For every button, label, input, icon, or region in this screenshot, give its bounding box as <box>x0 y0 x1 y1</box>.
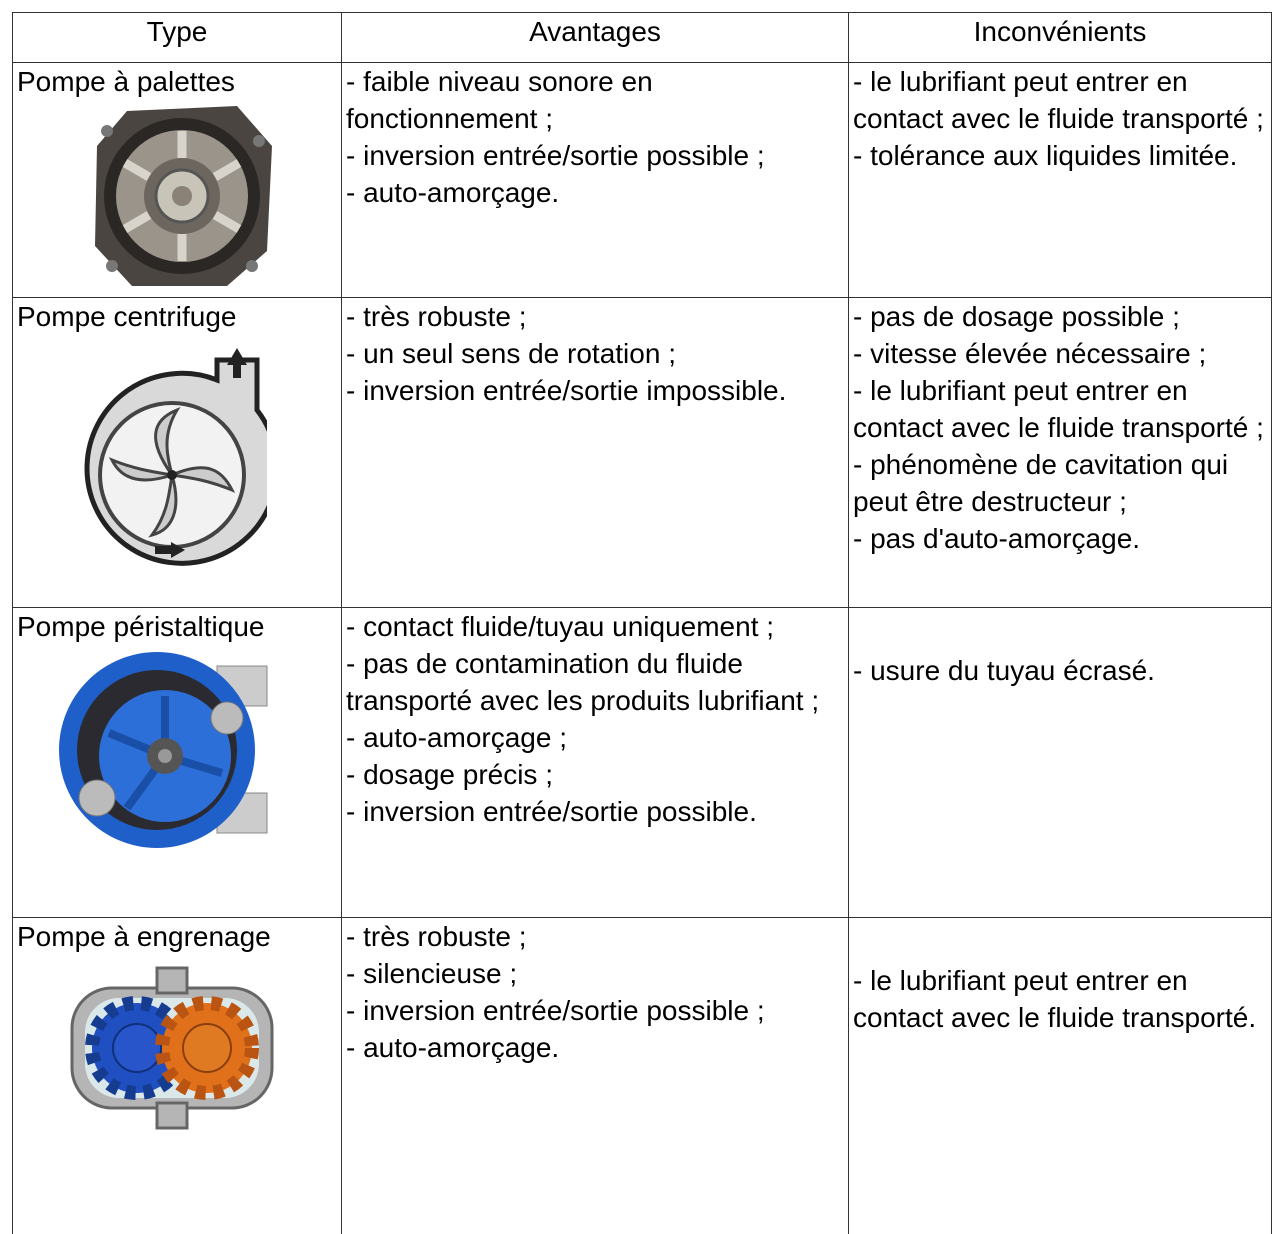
drawbacks-cell: - usure du tuyau écrasé. <box>849 608 1272 918</box>
type-cell: Pompe à engrenage <box>13 918 342 1234</box>
type-label: Pompe à engrenage <box>17 918 339 955</box>
peristaltic-pump-image <box>57 648 287 853</box>
type-cell: Pompe péristaltique <box>13 608 342 918</box>
drawback-item: - vitesse élevée nécessaire ; <box>853 335 1269 372</box>
advantage-item: - dosage précis ; <box>346 756 846 793</box>
advantage-item: - inversion entrée/sortie impossible. <box>346 372 846 409</box>
page: Type Avantages Inconvénients Pompe à pal… <box>0 0 1273 1190</box>
drawback-item: - le lubrifiant peut entrer en contact a… <box>853 962 1269 1036</box>
advantage-item: - auto-amorçage ; <box>346 719 846 756</box>
gear-pump-image <box>67 963 287 1133</box>
advantage-item: - inversion entrée/sortie possible. <box>346 793 846 830</box>
header-cell: Type <box>13 13 342 63</box>
advantages-cell: - très robuste ; - silencieuse ; - inver… <box>342 918 849 1234</box>
advantage-item: - faible niveau sonore en fonctionnement… <box>346 63 846 137</box>
advantage-item: - inversion entrée/sortie possible ; <box>346 992 846 1029</box>
advantage-item: - auto-amorçage. <box>346 1029 846 1066</box>
pump-table: Type Avantages Inconvénients Pompe à pal… <box>12 12 1272 1234</box>
advantages-cell: - très robuste ; - un seul sens de rotat… <box>342 298 849 608</box>
type-label: Pompe centrifuge <box>17 298 339 335</box>
header-cell: Inconvénients <box>849 13 1272 63</box>
centrifugal-pump-image <box>67 340 267 570</box>
header-cell: Avantages <box>342 13 849 63</box>
advantages-cell: - contact fluide/tuyau uniquement ; - pa… <box>342 608 849 918</box>
type-cell: Pompe à palettes <box>13 63 342 298</box>
drawbacks-cell: - pas de dosage possible ; - vitesse éle… <box>849 298 1272 608</box>
advantages-cell: - faible niveau sonore en fonctionnement… <box>342 63 849 298</box>
advantage-item: - silencieuse ; <box>346 955 846 992</box>
drawback-item: - le lubrifiant peut entrer en contact a… <box>853 63 1269 137</box>
drawback-item: - pas d'auto-amorçage. <box>853 520 1269 557</box>
row: Pompe à palettes - faible niveau sonore … <box>13 63 1272 298</box>
row: Pompe centrifuge - très robuste ; - un s… <box>13 298 1272 608</box>
advantage-item: - très robuste ; <box>346 918 846 955</box>
advantage-item: - pas de contamination du fluide transpo… <box>346 645 846 719</box>
type-label: Pompe péristaltique <box>17 608 339 645</box>
advantage-item: - très robuste ; <box>346 298 846 335</box>
drawbacks-cell: - le lubrifiant peut entrer en contact a… <box>849 918 1272 1234</box>
vane-pump-image <box>87 101 277 291</box>
drawback-item: - usure du tuyau écrasé. <box>853 652 1269 689</box>
drawback-item: - phénomène de cavitation qui peut être … <box>853 446 1269 520</box>
advantage-item: - contact fluide/tuyau uniquement ; <box>346 608 846 645</box>
header-row: Type Avantages Inconvénients <box>13 13 1272 63</box>
drawbacks-cell: - le lubrifiant peut entrer en contact a… <box>849 63 1272 298</box>
drawback-item: - tolérance aux liquides limitée. <box>853 137 1269 174</box>
drawback-item: - le lubrifiant peut entrer en contact a… <box>853 372 1269 446</box>
drawback-item: - pas de dosage possible ; <box>853 298 1269 335</box>
advantage-item: - inversion entrée/sortie possible ; <box>346 137 846 174</box>
row: Pompe à engrenage - très robuste ; - sil… <box>13 918 1272 1234</box>
advantage-item: - auto-amorçage. <box>346 174 846 211</box>
advantage-item: - un seul sens de rotation ; <box>346 335 846 372</box>
type-label: Pompe à palettes <box>17 63 339 100</box>
type-cell: Pompe centrifuge <box>13 298 342 608</box>
row: Pompe péristaltique - contact fluide/tuy… <box>13 608 1272 918</box>
